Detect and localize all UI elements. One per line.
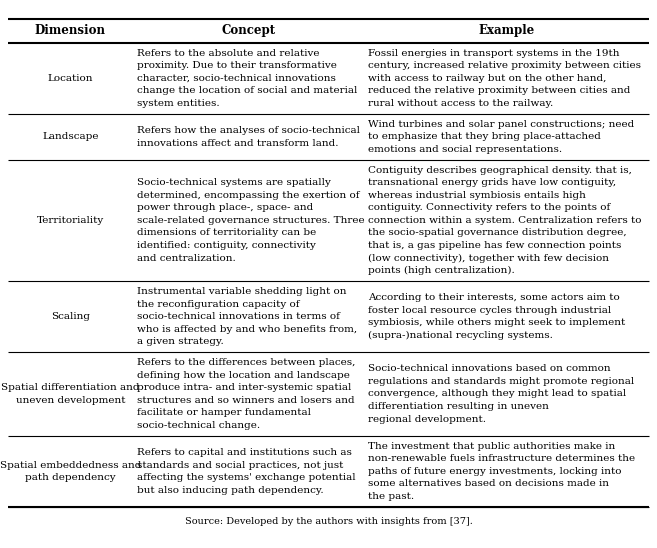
Text: rural without access to the railway.: rural without access to the railway. (368, 99, 553, 108)
Text: According to their interests, some actors aim to: According to their interests, some actor… (368, 293, 620, 302)
Text: Refers to the differences between places,: Refers to the differences between places… (137, 358, 355, 367)
Text: connection within a system. Centralization refers to: connection within a system. Centralizati… (368, 216, 641, 225)
Text: socio-technical change.: socio-technical change. (137, 421, 260, 430)
Text: standards and social practices, not just: standards and social practices, not just (137, 460, 343, 470)
Text: defining how the location and landscape: defining how the location and landscape (137, 370, 350, 380)
Text: non-renewable fuels infrastructure determines the: non-renewable fuels infrastructure deter… (368, 454, 635, 463)
Text: uneven development: uneven development (16, 396, 125, 405)
Text: but also inducing path dependency.: but also inducing path dependency. (137, 486, 323, 495)
Text: paths of future energy investments, locking into: paths of future energy investments, lock… (368, 467, 622, 476)
Text: innovations affect and transform land.: innovations affect and transform land. (137, 139, 338, 147)
Text: (low connectivity), together with few decision: (low connectivity), together with few de… (368, 254, 608, 262)
Text: proximity. Due to their transformative: proximity. Due to their transformative (137, 61, 337, 70)
Text: facilitate or hamper fundamental: facilitate or hamper fundamental (137, 408, 311, 418)
Text: emotions and social representations.: emotions and social representations. (368, 145, 562, 154)
Text: transnational energy grids have low contiguity,: transnational energy grids have low cont… (368, 178, 616, 187)
Text: who is affected by and who benefits from,: who is affected by and who benefits from… (137, 325, 357, 334)
Text: regional development.: regional development. (368, 415, 486, 424)
Text: to emphasize that they bring place-attached: to emphasize that they bring place-attac… (368, 132, 600, 141)
Text: identified: contiguity, connectivity: identified: contiguity, connectivity (137, 241, 316, 250)
Text: and centralization.: and centralization. (137, 254, 236, 262)
Text: Refers how the analyses of socio-technical: Refers how the analyses of socio-technic… (137, 126, 360, 135)
Text: with access to railway but on the other hand,: with access to railway but on the other … (368, 74, 606, 83)
Text: reduced the relative proximity between cities and: reduced the relative proximity between c… (368, 87, 630, 95)
Text: contiguity. Connectivity refers to the points of: contiguity. Connectivity refers to the p… (368, 203, 610, 212)
Text: Location: Location (48, 74, 93, 83)
Text: character, socio-technical innovations: character, socio-technical innovations (137, 74, 336, 83)
Text: regulations and standards might promote regional: regulations and standards might promote … (368, 377, 634, 386)
Text: convergence, although they might lead to spatial: convergence, although they might lead to… (368, 390, 626, 398)
Text: socio-technical innovations in terms of: socio-technical innovations in terms of (137, 312, 340, 321)
Text: Example: Example (478, 25, 535, 37)
Text: Source: Developed by the authors with insights from [37].: Source: Developed by the authors with in… (185, 517, 472, 526)
Text: power through place-, space- and: power through place-, space- and (137, 203, 313, 212)
Text: affecting the systems' exchange potential: affecting the systems' exchange potentia… (137, 473, 355, 482)
Text: Refers to the absolute and relative: Refers to the absolute and relative (137, 49, 319, 58)
Text: system entities.: system entities. (137, 99, 219, 108)
Text: that is, a gas pipeline has few connection points: that is, a gas pipeline has few connecti… (368, 241, 621, 250)
Text: foster local resource cycles through industrial: foster local resource cycles through ind… (368, 306, 611, 315)
Text: dimensions of territoriality can be: dimensions of territoriality can be (137, 229, 316, 237)
Text: the socio-spatial governance distribution degree,: the socio-spatial governance distributio… (368, 229, 626, 237)
Text: Instrumental variable shedding light on: Instrumental variable shedding light on (137, 287, 346, 296)
Text: century, increased relative proximity between cities: century, increased relative proximity be… (368, 61, 641, 70)
Text: The investment that public authorities make in: The investment that public authorities m… (368, 442, 615, 450)
Text: Territoriality: Territoriality (37, 216, 104, 225)
Text: scale-related governance structures. Three: scale-related governance structures. Thr… (137, 216, 365, 225)
Text: Fossil energies in transport systems in the 19th: Fossil energies in transport systems in … (368, 49, 619, 58)
Text: whereas industrial symbiosis entails high: whereas industrial symbiosis entails hig… (368, 191, 585, 199)
Text: Spatial embeddedness and: Spatial embeddedness and (0, 460, 141, 470)
Text: the past.: the past. (368, 492, 414, 501)
Text: Concept: Concept (221, 25, 275, 37)
Text: path dependency: path dependency (25, 473, 116, 482)
Text: Socio-technical innovations based on common: Socio-technical innovations based on com… (368, 364, 610, 373)
Text: the reconfiguration capacity of: the reconfiguration capacity of (137, 300, 300, 309)
Text: (supra-)national recycling systems.: (supra-)national recycling systems. (368, 331, 553, 340)
Text: symbiosis, while others might seek to implement: symbiosis, while others might seek to im… (368, 318, 625, 327)
Text: Contiguity describes geographical density. that is,: Contiguity describes geographical densit… (368, 165, 631, 174)
Text: Refers to capital and institutions such as: Refers to capital and institutions such … (137, 448, 351, 457)
Text: structures and so winners and losers and: structures and so winners and losers and (137, 396, 355, 405)
Text: Scaling: Scaling (51, 312, 90, 321)
Text: points (high centralization).: points (high centralization). (368, 266, 514, 275)
Text: differentiation resulting in uneven: differentiation resulting in uneven (368, 402, 549, 411)
Text: Dimension: Dimension (35, 25, 106, 37)
Text: Landscape: Landscape (42, 132, 99, 141)
Text: change the location of social and material: change the location of social and materi… (137, 87, 357, 95)
Text: Spatial differentiation and: Spatial differentiation and (1, 383, 140, 392)
Text: a given strategy.: a given strategy. (137, 338, 223, 346)
Text: some alternatives based on decisions made in: some alternatives based on decisions mad… (368, 480, 608, 488)
Text: Socio-technical systems are spatially: Socio-technical systems are spatially (137, 178, 330, 187)
Text: Wind turbines and solar panel constructions; need: Wind turbines and solar panel constructi… (368, 119, 634, 129)
Text: determined, encompassing the exertion of: determined, encompassing the exertion of (137, 191, 359, 199)
Text: produce intra- and inter-systemic spatial: produce intra- and inter-systemic spatia… (137, 383, 351, 392)
